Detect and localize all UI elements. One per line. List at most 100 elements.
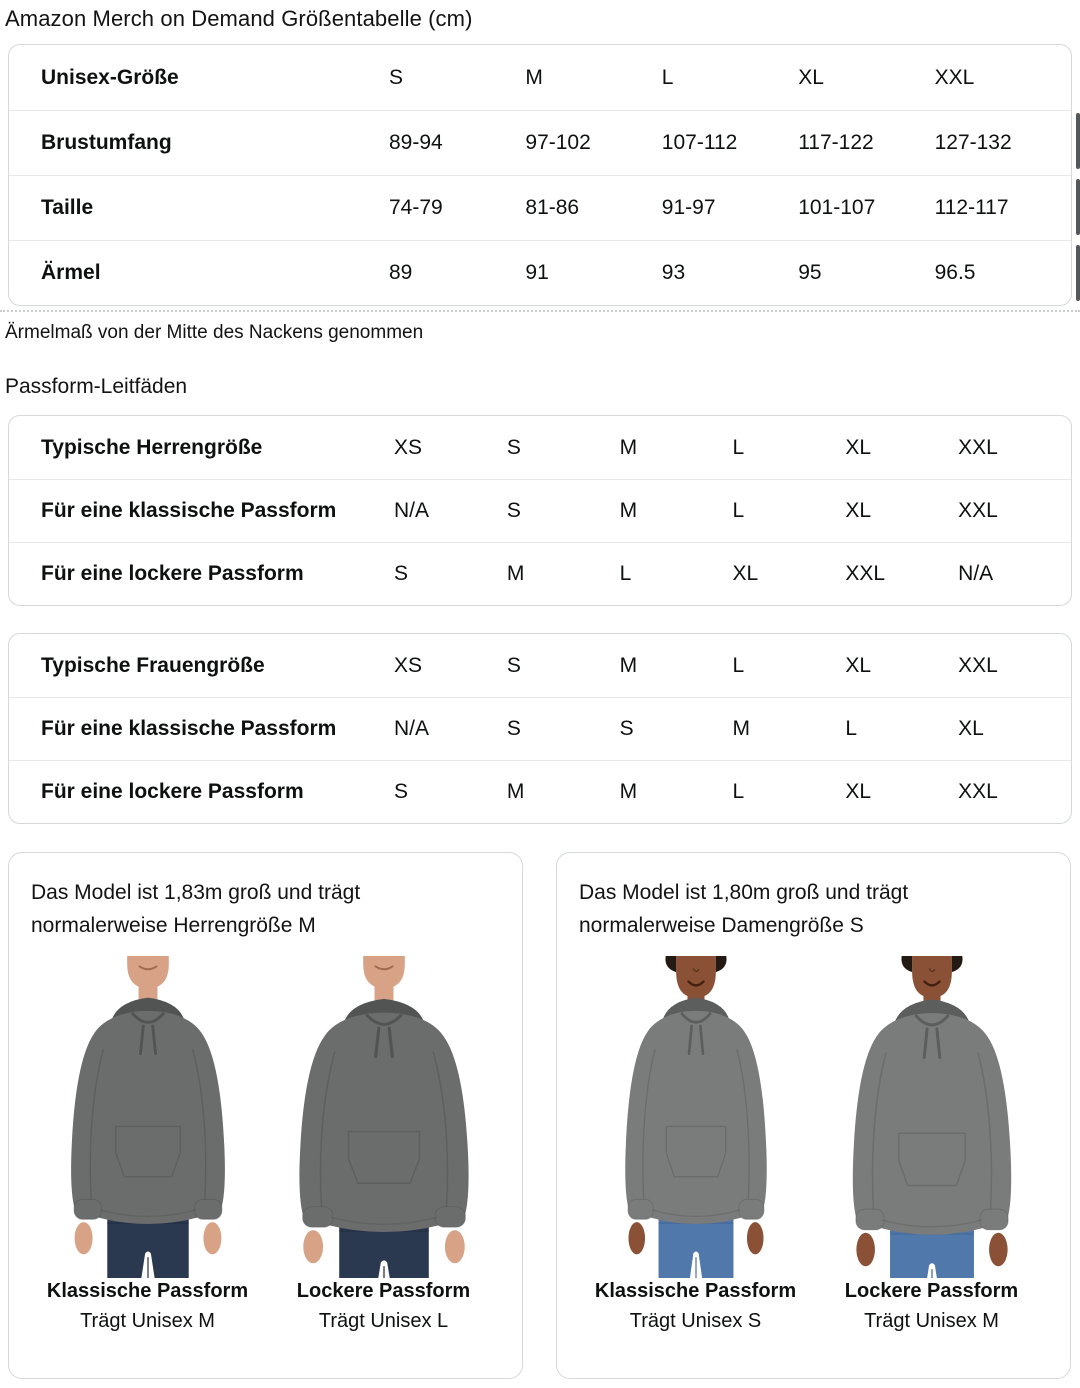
size-value: XXL (845, 562, 886, 585)
fit-size: Trägt Unisex M (80, 1310, 215, 1333)
table-row: Typische Herrengröße XS S M L XL XXL (9, 416, 1071, 479)
model-photo (32, 956, 264, 1279)
table-row: Typische Frauengröße XS S M L XL XXL (9, 634, 1071, 697)
model-card-women: Das Model ist 1,80m groß und trägt norma… (556, 852, 1071, 1379)
size-value: S (506, 717, 521, 740)
size-value: XXL (934, 65, 975, 89)
size-value: 74-79 (389, 196, 443, 219)
scroll-indicator[interactable] (1076, 113, 1080, 169)
model-card-men: Das Model ist 1,83m groß und trägt norma… (8, 852, 523, 1379)
size-value: M (619, 653, 638, 677)
model-description-women: Das Model ist 1,80m groß und trägt norma… (579, 881, 909, 937)
size-value: L (661, 65, 674, 89)
size-value: XL (845, 499, 872, 522)
size-value: M (506, 562, 525, 585)
size-value: 101-107 (798, 196, 876, 219)
size-value: M (506, 780, 525, 803)
row-label: Für eine lockere Passform (41, 780, 304, 803)
size-value: N/A (394, 717, 430, 740)
table-row: Unisex-Größe S M L XL XXL (9, 45, 1071, 110)
row-label: Ärmel (41, 261, 101, 284)
fit-guides-heading: Passform-Leitfäden (5, 375, 188, 398)
figures-women: Klassische Passform Trägt Unisex S (579, 956, 1048, 1333)
size-value: N/A (394, 499, 430, 522)
size-value: 107-112 (661, 131, 738, 154)
size-value: 95 (798, 261, 822, 284)
model-figure-women-classic: Klassische Passform Trägt Unisex S (580, 956, 812, 1333)
scroll-indicator[interactable] (1076, 179, 1080, 235)
scroll-indicator[interactable] (1076, 245, 1080, 301)
model-cards: Das Model ist 1,83m groß und trägt norma… (8, 852, 1072, 1379)
size-value: L (732, 780, 745, 803)
row-label: Für eine lockere Passform (41, 562, 304, 585)
size-value: XXL (958, 653, 998, 677)
row-label: Für eine klassische Passform (41, 717, 337, 740)
model-description-men: Das Model ist 1,83m groß und trägt norma… (31, 881, 361, 937)
womens-fit-table: Typische Frauengröße XS S M L XL XXL Für eine k… (8, 633, 1072, 824)
row-label: Typische Frauengröße (41, 653, 265, 677)
figures-men: Klassische Passform Trägt Unisex M (31, 956, 500, 1333)
table-row: Für eine lockere Passform S M M L XL XXL (9, 760, 1071, 823)
size-value: 97-102 (525, 131, 591, 154)
sleeve-measure-note: Ärmelmaß von der Mitte des Nackens genom… (5, 322, 424, 343)
model-photo (816, 956, 1048, 1279)
fit-name: Lockere Passform (844, 1280, 1019, 1303)
size-value: 89-94 (389, 131, 443, 154)
size-value: XL (958, 717, 984, 740)
size-value: XS (394, 435, 423, 459)
size-value: S (619, 717, 634, 740)
size-value: XL (845, 780, 872, 803)
page-title: Amazon Merch on Demand Größentabelle (cm… (5, 6, 473, 31)
size-value: S (389, 65, 404, 89)
size-value: S (506, 653, 521, 677)
dashed-divider (0, 310, 1080, 312)
size-value: S (506, 435, 521, 459)
size-value: N/A (958, 562, 994, 585)
table-row: Taille 74-79 81-86 91-97 101-107 112-117 (9, 175, 1071, 240)
size-value: M (619, 435, 638, 459)
size-value: L (845, 717, 858, 740)
model-figure-women-loose: Lockere Passform Trägt Unisex M (816, 956, 1048, 1333)
model-figure-men-classic: Klassische Passform Trägt Unisex M (32, 956, 264, 1333)
fit-size: Trägt Unisex M (864, 1310, 999, 1333)
fit-name: Klassische Passform (594, 1280, 797, 1303)
table-row: Für eine klassische Passform N/A S S M L XL (9, 697, 1071, 760)
fit-name: Lockere Passform (296, 1280, 471, 1303)
row-label: Brustumfang (41, 131, 172, 154)
size-value: L (732, 653, 745, 677)
model-figure-men-loose: Lockere Passform Trägt Unisex L (268, 956, 500, 1333)
size-value: XXL (958, 499, 998, 522)
size-value: XL (798, 65, 824, 89)
table-row: Brustumfang 89-94 97-102 107-112 117-122 127-… (9, 110, 1071, 175)
size-value: 112-117 (934, 196, 1009, 219)
size-value: 91 (525, 261, 549, 284)
model-photo (580, 956, 812, 1279)
model-photo (268, 956, 500, 1279)
size-value: 81-86 (525, 196, 580, 219)
size-value: M (619, 780, 638, 803)
size-value: 117-122 (798, 131, 874, 154)
size-value: XS (394, 653, 423, 677)
size-value: 96.5 (934, 261, 976, 284)
table-row: Für eine klassische Passform N/A S M L XL XXL (9, 479, 1071, 542)
size-value: S (394, 780, 409, 803)
size-value: S (506, 499, 521, 522)
table-row: Für eine lockere Passform S M L XL XXL N/A (9, 542, 1071, 605)
fit-name: Klassische Passform (46, 1280, 249, 1303)
row-label: Unisex-Größe (41, 65, 179, 89)
size-value: XL (845, 653, 872, 677)
size-value: XXL (958, 780, 998, 803)
row-label: Taille (41, 196, 94, 219)
size-value: XXL (958, 435, 998, 459)
size-value: L (732, 435, 745, 459)
fit-size: Trägt Unisex S (629, 1310, 762, 1333)
size-value: S (394, 562, 409, 585)
row-label: Typische Herrengröße (41, 435, 263, 459)
size-value: L (732, 499, 745, 522)
size-value: 89 (389, 261, 413, 284)
size-value: M (619, 499, 638, 522)
unisex-size-table: Unisex-Größe S M L XL XXL Brustumfang 89-94 97-1… (8, 44, 1072, 306)
size-value: 93 (661, 261, 686, 284)
size-value: XL (732, 562, 759, 585)
